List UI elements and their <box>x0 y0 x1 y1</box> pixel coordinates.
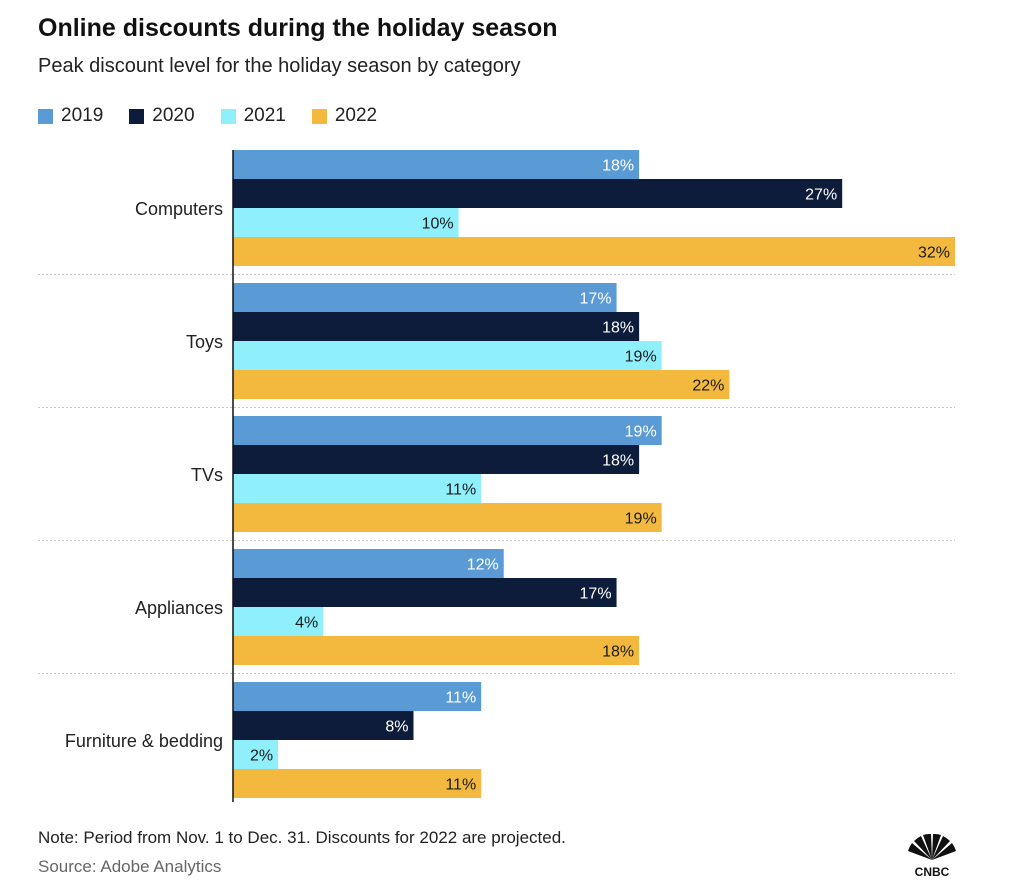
legend-item-2020: 2020 <box>129 105 195 127</box>
data-label: 17% <box>580 586 612 603</box>
data-label: 22% <box>692 378 724 395</box>
data-label: 10% <box>422 216 454 233</box>
legend: 2019 2020 2021 2022 <box>38 105 377 127</box>
bar-2020 <box>233 312 640 341</box>
data-label: 18% <box>602 320 634 337</box>
chart-title: Online discounts during the holiday seas… <box>38 14 558 42</box>
data-label: 11% <box>445 690 476 707</box>
bar-2019 <box>233 283 617 312</box>
legend-swatch-2019 <box>38 108 53 124</box>
legend-item-2019: 2019 <box>38 105 103 127</box>
data-label: 2% <box>250 748 273 765</box>
data-label: 17% <box>580 291 612 308</box>
bar-2019 <box>233 682 482 711</box>
legend-label-2019: 2019 <box>61 105 104 126</box>
data-label: 11% <box>445 777 476 794</box>
bar-2022 <box>233 503 662 532</box>
bar-2021 <box>233 740 279 769</box>
legend-label-2022: 2022 <box>334 105 378 126</box>
data-label: 18% <box>602 453 634 470</box>
logo-text: CNBC <box>915 865 950 878</box>
legend-label-2020: 2020 <box>152 105 195 126</box>
chart-note: Note: Period from Nov. 1 to Dec. 31. Dis… <box>38 828 566 847</box>
chart-source: Source: Adobe Analytics <box>38 857 222 876</box>
legend-label-2021: 2021 <box>243 105 286 126</box>
data-label: 4% <box>295 615 318 632</box>
category-label: Toys <box>186 332 223 352</box>
bar-2021 <box>233 474 482 503</box>
category-label: TVs <box>191 465 223 485</box>
data-label: 19% <box>625 511 657 528</box>
legend-swatch-2022 <box>311 108 327 124</box>
legend-item-2021: 2021 <box>220 105 286 127</box>
bar-2021 <box>233 208 459 237</box>
chart-subtitle: Peak discount level for the holiday seas… <box>38 55 521 77</box>
data-label: 27% <box>805 187 837 204</box>
legend-swatch-2020 <box>129 108 145 124</box>
bar-2020 <box>233 711 414 740</box>
category-label: Appliances <box>135 598 223 618</box>
data-label: 12% <box>467 557 499 574</box>
bar-2022 <box>233 237 955 266</box>
bar-2019 <box>233 416 662 445</box>
bar-2021 <box>233 341 662 370</box>
bar-2020 <box>233 445 640 474</box>
cnbc-peacock-logo: CNBC <box>908 834 956 878</box>
data-label: 11% <box>445 482 476 499</box>
data-label: 19% <box>625 349 657 366</box>
data-label: 32% <box>918 245 950 262</box>
bar-2019 <box>233 549 504 578</box>
legend-swatch-2021 <box>220 108 236 124</box>
data-label: 18% <box>602 158 634 175</box>
category-label: Furniture & bedding <box>65 731 223 751</box>
legend-item-2022: 2022 <box>311 105 378 127</box>
bar-2022 <box>233 370 730 399</box>
data-label: 19% <box>625 424 657 441</box>
bar-2021 <box>233 607 324 636</box>
bar-2020 <box>233 179 843 208</box>
data-label: 8% <box>385 719 408 736</box>
bar-2022 <box>233 636 640 665</box>
bar-2022 <box>233 769 482 798</box>
data-label: 18% <box>602 644 634 661</box>
bar-chart: Computers 18% 27% 10% 32% Toys 17% 18% 19% 22% TVs… <box>38 150 955 802</box>
bar-2020 <box>233 578 617 607</box>
category-label: Computers <box>135 199 223 219</box>
bar-2019 <box>233 150 640 179</box>
